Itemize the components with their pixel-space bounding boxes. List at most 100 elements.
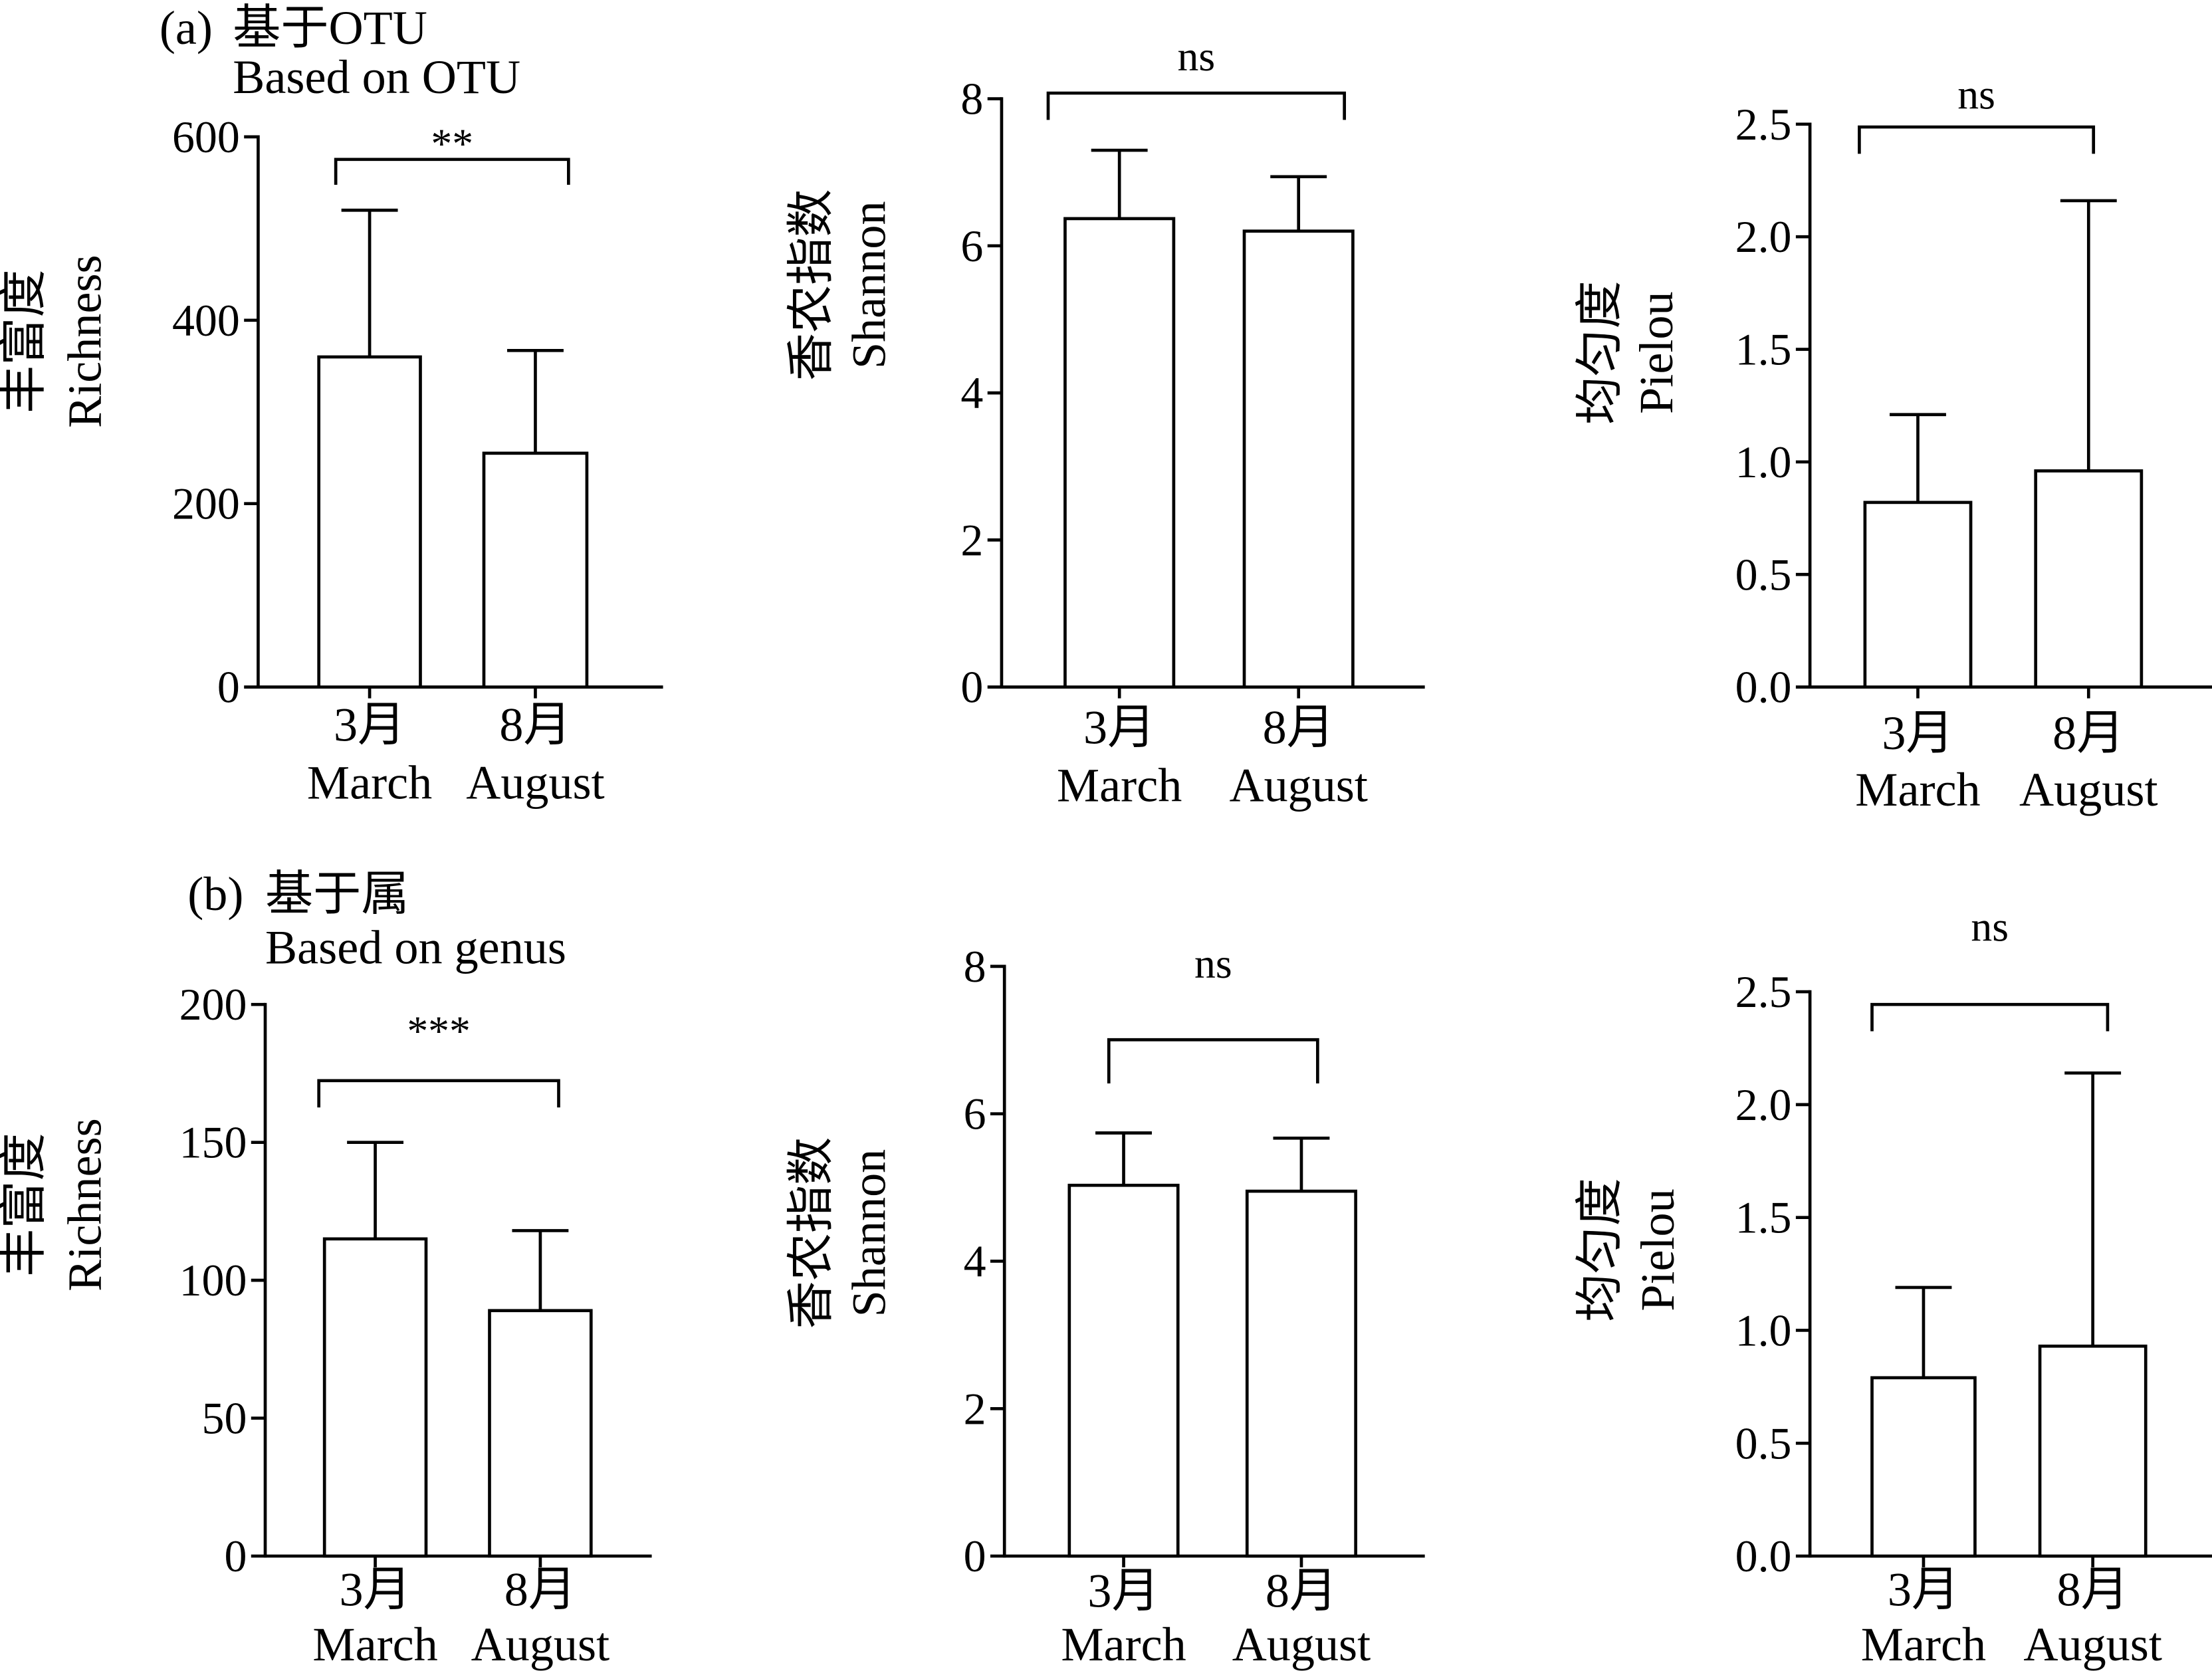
panel-a-heading: (a) 基于OTU Based on OTU (160, 1, 520, 104)
significance-bracket (1046, 91, 1347, 120)
x-tick-label-en: August (2023, 1618, 2161, 1671)
y-tick-label: 8 (960, 74, 983, 124)
significance-bracket (1107, 1038, 1319, 1084)
y-axis-label-en: Pielou (1630, 291, 1683, 413)
y-axis-label-zh: 均匀度 (1573, 1178, 1626, 1321)
x-tick-label-en: March (1861, 1618, 1986, 1671)
significance-label: *** (407, 1008, 470, 1055)
y-axis-label-en: Pielou (1631, 1188, 1684, 1311)
y-tick-label: 50 (202, 1393, 247, 1444)
y-tick-label: 1.0 (1735, 437, 1792, 487)
significance-label: ** (431, 120, 473, 168)
y-tick-label: 0 (964, 1531, 986, 1581)
significance-label: ns (1178, 33, 1216, 80)
y-axis-label-zh: 丰富度 (0, 269, 51, 413)
x-tick-label-en: August (466, 756, 604, 809)
y-tick-label: 4 (960, 368, 983, 418)
x-tick-label-zh: 3月 (1083, 701, 1155, 754)
panel-b-subtitle: Based on genus (265, 921, 566, 974)
significance-bracket (317, 1079, 560, 1108)
panel-b-heading: (b) 基于属 Based on genus (187, 867, 566, 974)
significance-label: ns (1194, 940, 1232, 987)
bar-august (2034, 469, 2144, 689)
x-tick-label-en: March (307, 756, 432, 809)
x-tick-label-zh: 3月 (1888, 1563, 1959, 1616)
x-tick-label-zh: 8月 (499, 698, 571, 751)
y-tick-label: 1.0 (1735, 1305, 1792, 1355)
y-tick-label: 8 (964, 941, 986, 992)
y-axis-label-zh: 丰富度 (0, 1133, 51, 1276)
bar-august (2038, 1344, 2148, 1558)
x-tick-label-en: March (1057, 759, 1182, 812)
y-tick-label: 0.5 (1735, 549, 1792, 600)
y-tick-label: 2 (960, 514, 983, 565)
panel-a-subtitle: Based on OTU (233, 51, 520, 104)
y-tick-label: 400 (172, 295, 240, 346)
x-tick-label-zh: 8月 (2052, 707, 2124, 760)
significance-bracket (1858, 125, 2096, 154)
x-tick-label-en: August (1229, 759, 1367, 812)
y-tick-label: 0.5 (1735, 1418, 1792, 1468)
y-tick-label: 1.5 (1735, 1192, 1792, 1243)
x-tick-label-zh: 3月 (1882, 707, 1953, 760)
x-tick-label-en: August (2019, 763, 2157, 816)
significance-label: ns (1957, 70, 1995, 118)
bar-august (482, 451, 589, 689)
y-tick-label: 600 (172, 112, 240, 162)
y-tick-label: 0 (960, 662, 983, 713)
bar-march (1870, 1376, 1977, 1558)
bar-march (322, 1237, 428, 1558)
x-tick-label-zh: 8月 (1263, 701, 1335, 754)
x-tick-label-en: August (471, 1618, 609, 1671)
y-axis-label-en: Richness (58, 255, 111, 428)
y-tick-label: 2.5 (1735, 99, 1792, 150)
x-tick-label-en: March (312, 1618, 437, 1671)
x-tick-label-en: March (1061, 1618, 1186, 1671)
x-tick-label-zh: 3月 (339, 1563, 411, 1616)
bar-march (1067, 1183, 1180, 1558)
significance-label: ns (1971, 903, 2009, 950)
bar-march (1063, 217, 1176, 689)
x-tick-label-zh: 8月 (2057, 1563, 2129, 1616)
bar-august (488, 1309, 593, 1558)
bar-march (1863, 501, 1973, 689)
y-tick-label: 0 (217, 662, 240, 713)
x-tick-label-en: August (1232, 1618, 1371, 1671)
y-tick-label: 4 (964, 1236, 986, 1286)
significance-bracket (1870, 1002, 2110, 1032)
x-tick-label-en: March (1855, 763, 1980, 816)
y-tick-label: 0 (224, 1531, 247, 1581)
y-tick-label: 0.0 (1735, 662, 1792, 713)
y-tick-label: 2 (964, 1383, 986, 1434)
y-axis-label-en: Richness (58, 1118, 111, 1291)
x-tick-label-zh: 8月 (1266, 1564, 1337, 1617)
y-tick-label: 150 (179, 1117, 247, 1168)
x-tick-label-zh: 8月 (504, 1563, 576, 1616)
y-axis-label-en: Shannon (842, 201, 895, 369)
significance-bracket (334, 158, 570, 185)
y-axis-label-zh: 香农指数 (784, 1137, 837, 1329)
bar-march (317, 355, 422, 689)
panel-b-title: 基于属 (265, 867, 409, 921)
y-tick-label: 6 (964, 1089, 986, 1139)
y-tick-label: 1.5 (1735, 324, 1792, 375)
bar-august (1245, 1189, 1358, 1558)
panel-b-label: (b) (187, 867, 243, 921)
y-tick-label: 6 (960, 221, 983, 271)
y-axis-label-zh: 香农指数 (784, 189, 837, 381)
y-tick-label: 200 (179, 979, 247, 1030)
x-tick-label-zh: 3月 (1087, 1564, 1159, 1617)
y-tick-label: 2.0 (1735, 211, 1792, 262)
y-axis-label-zh: 均匀度 (1573, 280, 1626, 424)
panel-a-title: 基于OTU (233, 1, 427, 55)
y-axis-label-en: Shannon (842, 1149, 895, 1317)
y-tick-label: 0.0 (1735, 1531, 1792, 1581)
